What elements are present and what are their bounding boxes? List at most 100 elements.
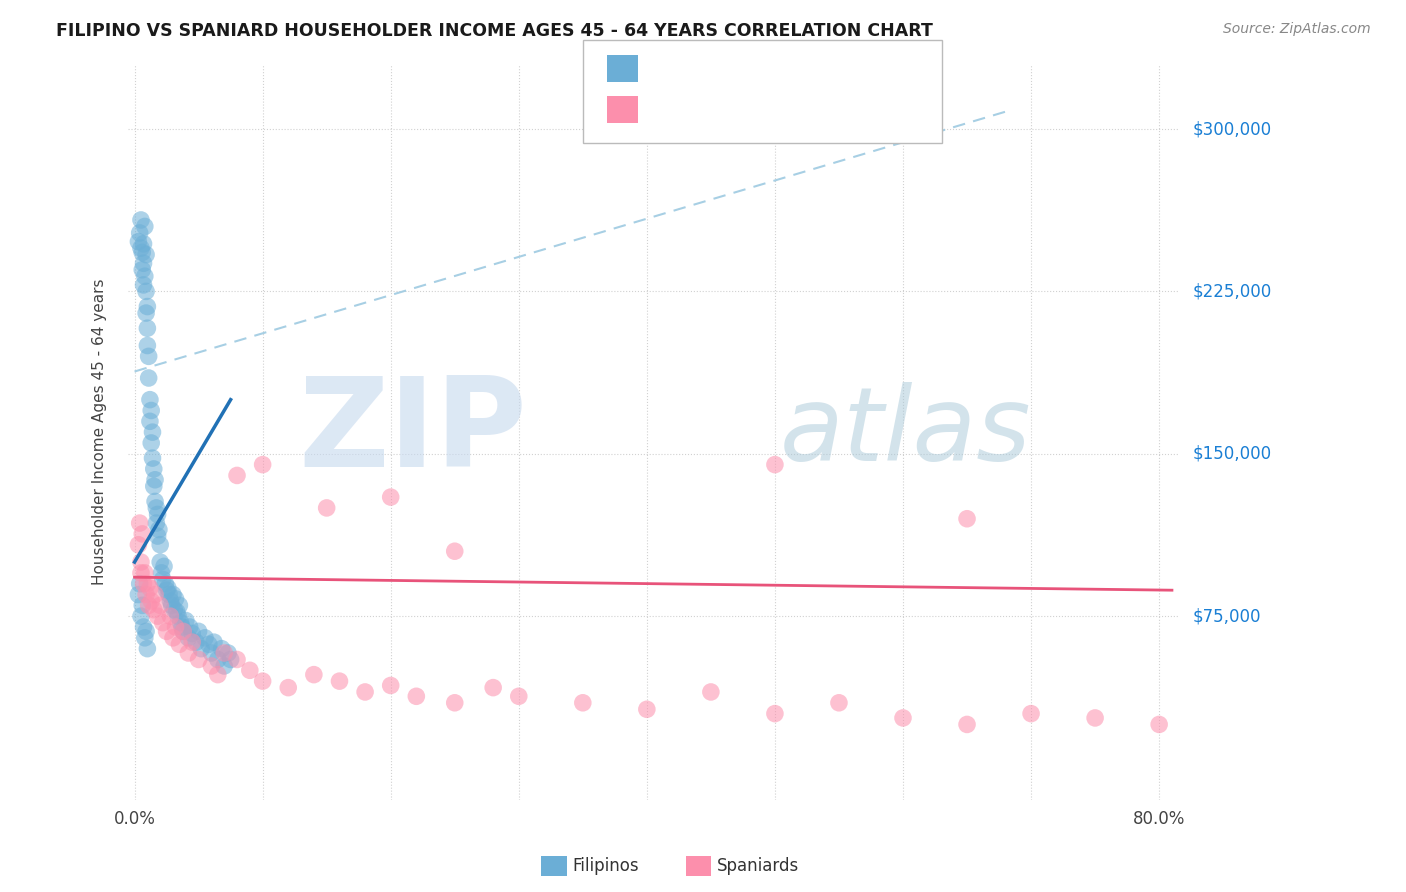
Point [443, 544, 465, 558]
Text: -0.047: -0.047 [686, 101, 745, 119]
Point [148, 523, 170, 537]
Text: R =: R = [650, 59, 681, 77]
Point [169, 637, 191, 651]
Point [138, 350, 160, 364]
Point [572, 696, 595, 710]
Point [181, 626, 204, 640]
Point [157, 588, 180, 602]
Point [139, 392, 162, 407]
Point [135, 285, 157, 299]
Text: $75,000: $75,000 [1192, 607, 1261, 625]
Point [149, 555, 172, 569]
Point [150, 566, 173, 580]
Point [302, 667, 325, 681]
Point [132, 236, 155, 251]
Point [138, 599, 160, 613]
Point [132, 277, 155, 292]
Point [142, 603, 165, 617]
Text: Filipinos: Filipinos [572, 857, 638, 875]
Point [277, 681, 299, 695]
Point [134, 566, 156, 580]
Point [131, 599, 153, 613]
Point [700, 685, 723, 699]
Point [142, 462, 165, 476]
Point [184, 635, 207, 649]
Point [328, 674, 350, 689]
Text: $150,000: $150,000 [1192, 445, 1271, 463]
Text: N = 78: N = 78 [773, 59, 835, 77]
Point [405, 690, 427, 704]
Point [828, 696, 851, 710]
Point [159, 594, 181, 608]
Point [127, 588, 149, 602]
Point [156, 581, 179, 595]
Point [155, 624, 177, 639]
Point [212, 646, 235, 660]
Point [146, 529, 169, 543]
Point [146, 508, 169, 522]
Point [167, 609, 190, 624]
Point [134, 219, 156, 234]
Point [177, 646, 200, 660]
Point [136, 576, 159, 591]
Point [149, 538, 172, 552]
Point [198, 637, 221, 651]
Point [143, 588, 166, 602]
Point [252, 674, 274, 689]
Point [136, 641, 159, 656]
Point [153, 559, 176, 574]
Y-axis label: Householder Income Ages 45 - 64 years: Householder Income Ages 45 - 64 years [93, 279, 107, 585]
Point [315, 500, 337, 515]
Point [202, 635, 225, 649]
Point [380, 490, 402, 504]
Text: Spaniards: Spaniards [717, 857, 799, 875]
Point [134, 631, 156, 645]
Point [636, 702, 658, 716]
Text: FILIPINO VS SPANIARD HOUSEHOLDER INCOME AGES 45 - 64 YEARS CORRELATION CHART: FILIPINO VS SPANIARD HOUSEHOLDER INCOME … [56, 22, 934, 40]
Point [177, 631, 200, 645]
Point [763, 458, 786, 472]
Point [163, 603, 186, 617]
Point [169, 599, 191, 613]
Point [135, 588, 157, 602]
Point [212, 659, 235, 673]
Point [139, 414, 162, 428]
Point [443, 696, 465, 710]
Point [129, 213, 152, 227]
Point [160, 599, 183, 613]
Point [143, 473, 166, 487]
Point [159, 609, 181, 624]
Text: R =: R = [650, 101, 681, 119]
Point [129, 241, 152, 255]
Point [226, 652, 249, 666]
Point [141, 436, 163, 450]
Point [956, 512, 979, 526]
Point [131, 527, 153, 541]
Point [187, 624, 209, 639]
Point [763, 706, 786, 721]
Text: ZIP: ZIP [298, 372, 527, 492]
Point [1084, 711, 1107, 725]
Point [129, 555, 152, 569]
Point [239, 663, 262, 677]
Text: $225,000: $225,000 [1192, 283, 1271, 301]
Point [217, 646, 239, 660]
Point [380, 678, 402, 692]
Point [207, 652, 229, 666]
Point [141, 425, 163, 439]
Point [132, 256, 155, 270]
Point [128, 226, 150, 240]
Point [354, 685, 377, 699]
Point [141, 594, 163, 608]
Point [139, 581, 162, 595]
Point [155, 576, 177, 591]
Point [132, 576, 155, 591]
Point [127, 235, 149, 249]
Point [131, 245, 153, 260]
Point [165, 620, 187, 634]
Point [162, 588, 184, 602]
Point [136, 338, 159, 352]
Point [1019, 706, 1042, 721]
Point [152, 615, 174, 630]
Point [207, 667, 229, 681]
